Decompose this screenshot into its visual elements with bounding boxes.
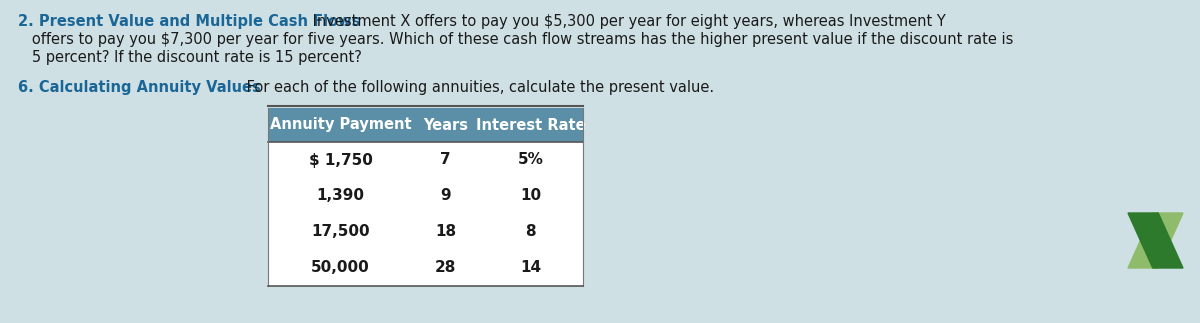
Text: 6. Calculating Annuity Values: 6. Calculating Annuity Values bbox=[18, 80, 260, 95]
Text: $ 1,750: $ 1,750 bbox=[308, 152, 372, 168]
Text: Interest Rate: Interest Rate bbox=[475, 118, 586, 132]
Text: 17,500: 17,500 bbox=[311, 224, 370, 239]
Text: Years: Years bbox=[424, 118, 468, 132]
Text: 10: 10 bbox=[520, 189, 541, 203]
Text: Annuity Payment: Annuity Payment bbox=[270, 118, 412, 132]
Text: 28: 28 bbox=[434, 261, 456, 276]
Text: 1,390: 1,390 bbox=[317, 189, 365, 203]
Text: 50,000: 50,000 bbox=[311, 261, 370, 276]
Text: 18: 18 bbox=[434, 224, 456, 239]
FancyBboxPatch shape bbox=[268, 142, 583, 286]
Polygon shape bbox=[1128, 213, 1183, 268]
Text: For each of the following annuities, calculate the present value.: For each of the following annuities, cal… bbox=[242, 80, 714, 95]
Text: 7: 7 bbox=[440, 152, 451, 168]
Text: Investment X offers to pay you $5,300 per year for eight years, whereas Investme: Investment X offers to pay you $5,300 pe… bbox=[308, 14, 946, 29]
Text: 14: 14 bbox=[520, 261, 541, 276]
Text: 9: 9 bbox=[440, 189, 451, 203]
Text: 5 percent? If the discount rate is 15 percent?: 5 percent? If the discount rate is 15 pe… bbox=[18, 50, 362, 65]
Text: 2. Present Value and Multiple Cash Flows: 2. Present Value and Multiple Cash Flows bbox=[18, 14, 360, 29]
Text: 8: 8 bbox=[526, 224, 536, 239]
Text: offers to pay you $7,300 per year for five years. Which of these cash flow strea: offers to pay you $7,300 per year for fi… bbox=[18, 32, 1013, 47]
Polygon shape bbox=[1128, 213, 1183, 268]
Text: 5%: 5% bbox=[517, 152, 544, 168]
FancyBboxPatch shape bbox=[268, 108, 583, 142]
